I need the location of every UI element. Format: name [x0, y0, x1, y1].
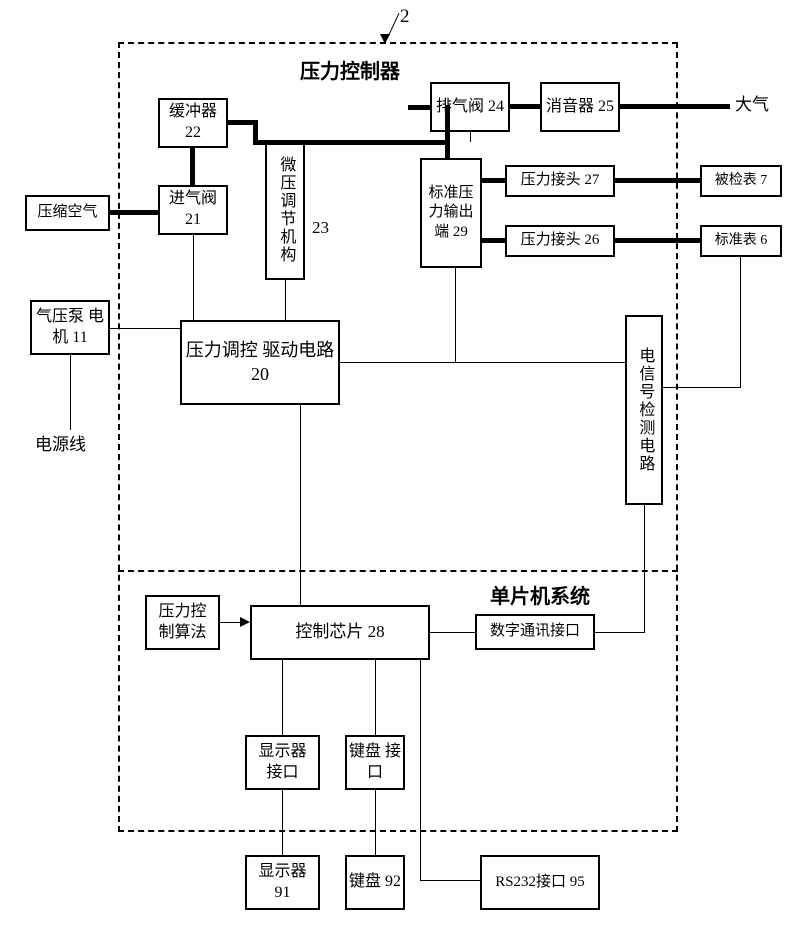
wire-pump-power [70, 355, 71, 430]
label-atmosphere: 大气 [735, 90, 769, 115]
wire-chip-digif [430, 632, 475, 633]
diagram-canvas: 2 压力控制器 单片机系统 缓冲器 22 排气阀 24 消音器 25 进气阀 2… [0, 0, 800, 946]
wire-chip-kbif [375, 660, 376, 735]
wire-exh-drive-v [455, 268, 456, 363]
wire-chip-rs232-v [420, 660, 421, 880]
pipe-trunk-exhaust-h [408, 105, 432, 110]
box-conn26: 压力接头 26 [505, 225, 615, 257]
wire-pump-drive [110, 328, 180, 329]
wire-chip-dispif [282, 660, 283, 735]
wire-stdgauge-sig-v [740, 257, 741, 387]
pipe-exh-sil [510, 104, 540, 109]
pipe-27-test [615, 178, 700, 183]
box-conn27: 压力接头 27 [505, 165, 615, 197]
pipe-stdout-27 [482, 178, 505, 183]
title-pressure-controller: 压力控制器 [300, 55, 400, 84]
arrow-algo-chip [240, 617, 250, 627]
box-chip: 控制芯片 28 [250, 605, 430, 660]
box-gauge-std: 标准表 6 [700, 225, 782, 257]
wire-drive-chip [300, 405, 301, 605]
wire-exh-drive-h [340, 362, 455, 363]
wire-dispif-display [282, 790, 283, 855]
label-compressed-air: 压缩空气 [25, 195, 110, 231]
box-display: 显示器 91 [245, 855, 320, 910]
box-kb-if: 键盘 接口 [345, 735, 405, 790]
box-sig-det: 电信号检测电路 [625, 315, 663, 505]
box-silencer: 消音器 25 [540, 82, 620, 132]
wire-algo-chip [220, 622, 242, 623]
box-dig-if: 数字通讯接口 [475, 614, 595, 650]
pipe-main-trunk [253, 140, 450, 145]
system-outer-border [118, 42, 678, 832]
box-exhaust: 排气阀 24 [430, 82, 510, 132]
pipe-trunk-stdout [445, 140, 450, 160]
box-disp-if: 显示器 接口 [245, 735, 320, 790]
box-micro: 微压调节机构 [265, 140, 305, 280]
box-micro-num: 23 [312, 218, 329, 238]
wire-kbif-keyboard [375, 790, 376, 855]
wire-stdgauge-sig-h [663, 387, 741, 388]
wire-inlet-drive [193, 235, 194, 320]
box-rs232: RS232接口 95 [480, 855, 600, 910]
label-power-line: 电源线 [35, 430, 86, 455]
box-keyboard: 键盘 92 [345, 855, 405, 910]
box-std-out: 标准压力输出端 29 [420, 158, 482, 268]
box-buffer: 缓冲器 22 [158, 98, 228, 148]
divider-dashed [118, 570, 678, 572]
box-gauge-test: 被检表 7 [700, 165, 782, 197]
pipe-trunk-exhaust [445, 105, 450, 145]
pipe-air-inlet [110, 210, 158, 215]
wire-sig-digif-v [644, 505, 645, 632]
wire-chip-rs232-h [420, 880, 480, 881]
pipe-26-std [615, 238, 700, 243]
title-mcu: 单片机系统 [490, 580, 590, 609]
box-pump: 气压泵 电机 11 [30, 300, 110, 355]
wire-drive-sig [455, 362, 625, 363]
box-inlet: 进气阀 21 [158, 185, 228, 235]
pipe-stdout-26 [482, 238, 505, 243]
ref-2-label: 2 [400, 6, 410, 28]
wire-micro-drive [285, 280, 286, 320]
box-algo: 压力控 制算法 [145, 595, 220, 650]
pipe-inlet-buffer [190, 148, 195, 185]
pipe-sil-atm [620, 104, 730, 109]
wire-sig-digif-h [595, 632, 645, 633]
box-drive: 压力调控 驱动电路 20 [180, 320, 340, 405]
